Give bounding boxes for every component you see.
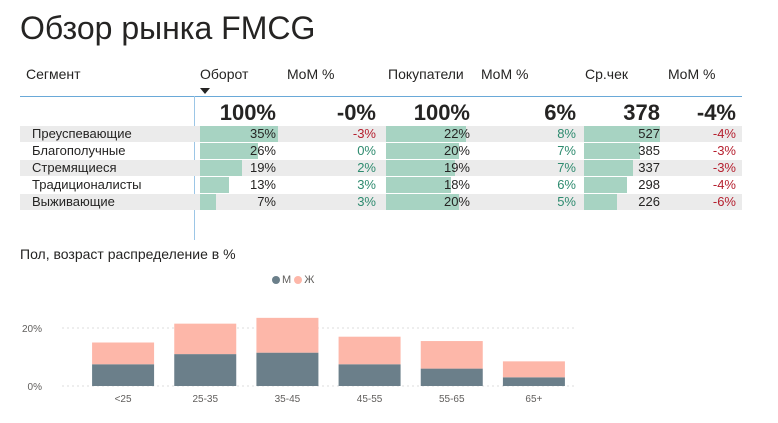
turnover-mom-value: 0% <box>357 143 376 158</box>
buyers-mom-value: 7% <box>557 160 576 175</box>
bar-zh <box>256 317 319 353</box>
turnover-bar <box>200 126 278 142</box>
turnover-value: 35% <box>249 126 276 141</box>
turnover-mom-value: 2% <box>357 160 376 175</box>
turnover-mom-value: 3% <box>357 194 376 209</box>
avg-check-bar <box>584 126 660 142</box>
turnover-bar <box>200 177 229 193</box>
buyers-value: 22% <box>443 126 470 141</box>
x-tick-label: 25-35 <box>192 394 218 405</box>
total-avg-check-mom: -4% <box>696 100 736 125</box>
bar-zh <box>338 336 401 365</box>
x-tick-label: <25 <box>115 394 132 405</box>
avg-check-bar <box>584 160 633 176</box>
turnover-mom-value: -3% <box>352 126 376 141</box>
turnover-value: 19% <box>249 160 276 175</box>
total-avg-check: 378 <box>623 100 660 125</box>
bar-m <box>338 364 401 386</box>
turnover-value: 26% <box>249 143 276 158</box>
avg-check-value: 298 <box>638 177 660 192</box>
col-header-avg-check[interactable]: Ср.чек <box>585 66 628 82</box>
sort-desc-icon[interactable] <box>200 88 210 94</box>
table-row[interactable]: Благополучные 26% 0% 20% 7% 385 -3% <box>20 143 742 159</box>
bar-m <box>502 377 565 386</box>
turnover-bar <box>200 160 243 176</box>
table-row[interactable]: Традиционалисты 13% 3% 18% 6% 298 -4% <box>20 177 742 193</box>
segment-name: Выживающие <box>32 194 115 209</box>
col-header-buyers[interactable]: Покупатели <box>388 66 464 82</box>
avg-check-mom-value: -4% <box>712 177 736 192</box>
avg-check-mom-value: -3% <box>712 160 736 175</box>
legend-item-m[interactable]: М <box>272 274 291 286</box>
table-row[interactable]: Преуспевающие 35% -3% 22% 8% 527 -4% <box>20 126 742 142</box>
y-tick-label: 20% <box>22 324 42 335</box>
buyers-value: 19% <box>443 160 470 175</box>
buyers-mom-value: 8% <box>557 126 576 141</box>
buyers-value: 20% <box>443 143 470 158</box>
buyers-bar <box>386 160 456 176</box>
x-tick-label: 45-55 <box>357 394 383 405</box>
buyers-bar <box>386 126 466 142</box>
bar-zh <box>420 341 483 369</box>
col-header-segment[interactable]: Сегмент <box>26 66 81 82</box>
bar-zh <box>174 323 237 355</box>
legend-dot-m <box>272 276 280 285</box>
x-tick-label: 65+ <box>525 394 542 405</box>
buyers-mom-value: 7% <box>557 143 576 158</box>
avg-check-mom-value: -3% <box>712 143 736 158</box>
buyers-mom-value: 5% <box>557 194 576 209</box>
x-tick-label: 35-45 <box>275 394 301 405</box>
total-turnover: 100% <box>219 100 276 125</box>
x-tick-label: 55-65 <box>439 394 465 405</box>
avg-check-bar <box>584 143 640 159</box>
turnover-value: 13% <box>249 177 276 192</box>
gender-age-chart: 0% 20% <25 25-35 35-45 45-55 55-65 65+ <box>22 317 575 405</box>
table-row[interactable]: Выживающие 7% 3% 20% 5% 226 -6% <box>20 194 742 210</box>
legend-item-zh[interactable]: Ж <box>294 274 314 286</box>
segment-name: Традиционалисты <box>32 177 142 192</box>
total-buyers-mom: 6% <box>544 100 576 125</box>
avg-check-mom-value: -6% <box>712 194 736 209</box>
chart-title: Пол, возраст распределение в % <box>20 246 236 262</box>
total-buyers: 100% <box>413 100 470 125</box>
bar-m <box>174 354 237 386</box>
bar-m <box>420 368 483 386</box>
bar-m <box>92 364 155 386</box>
turnover-bar <box>200 143 258 159</box>
avg-check-value: 385 <box>638 143 660 158</box>
bar-zh <box>502 361 565 378</box>
avg-check-bar <box>584 194 617 210</box>
avg-check-value: 527 <box>638 126 660 141</box>
table-row[interactable]: Стремящиеся 19% 2% 19% 7% 337 -3% <box>20 160 742 176</box>
col-header-turnover[interactable]: Оборот <box>200 66 249 82</box>
bar-m <box>256 352 319 386</box>
avg-check-value: 337 <box>638 160 660 175</box>
col-header-buyers-mom[interactable]: MoM % <box>481 66 529 82</box>
col-header-avg-check-mom[interactable]: MoM % <box>668 66 716 82</box>
avg-check-mom-value: -4% <box>712 126 736 141</box>
header-divider <box>20 96 742 97</box>
bar-zh <box>92 342 155 365</box>
buyers-value: 20% <box>443 194 470 209</box>
segment-name: Преуспевающие <box>32 126 132 141</box>
turnover-bar <box>200 194 216 210</box>
total-turnover-mom: -0% <box>336 100 376 125</box>
y-tick-label: 0% <box>28 382 43 393</box>
segment-name: Благополучные <box>32 143 126 158</box>
avg-check-bar <box>584 177 627 193</box>
chart-legend: М Ж <box>272 274 314 286</box>
col-header-turnover-mom[interactable]: MoM % <box>287 66 335 82</box>
turnover-mom-value: 3% <box>357 177 376 192</box>
turnover-value: 7% <box>257 194 276 209</box>
page-title: Обзор рынка FMCG <box>20 10 316 46</box>
buyers-bar <box>386 194 459 210</box>
legend-dot-zh <box>294 276 303 285</box>
avg-check-value: 226 <box>638 194 660 209</box>
buyers-mom-value: 6% <box>557 177 576 192</box>
segment-name: Стремящиеся <box>32 160 117 175</box>
buyers-bar <box>386 177 452 193</box>
buyers-value: 18% <box>443 177 470 192</box>
buyers-bar <box>386 143 459 159</box>
